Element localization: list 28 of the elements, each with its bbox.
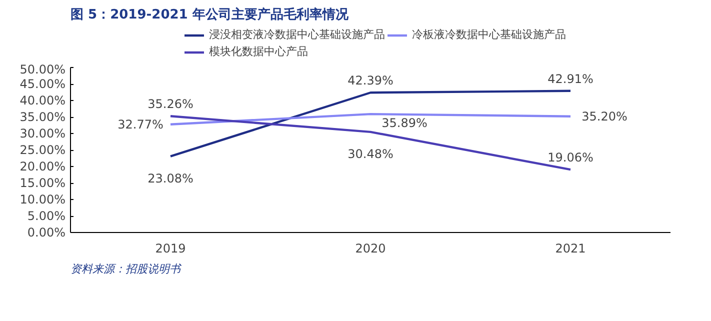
y-tick-label: 20.00% [20,160,66,174]
data-label: 32.77% [118,117,164,132]
data-label: 35.89% [382,116,428,130]
x-tick-label: 2019 [155,242,186,256]
data-label: 42.39% [348,74,394,88]
data-label: 30.48% [348,146,394,161]
chart-title: 图 5：2019-2021 年公司主要产品毛利率情况 [70,6,350,22]
legend-label: 冷板液冷数据中心基础设施产品 [412,27,566,42]
data-label: 35.20% [582,109,628,124]
data-label: 35.26% [148,97,194,112]
data-label: 19.06% [548,150,594,165]
y-tick-label: 50.00% [20,62,66,76]
x-tick-label: 2021 [555,242,586,256]
y-tick-label: 30.00% [20,126,66,140]
legend-label: 模块化数据中心产品 [209,44,308,59]
y-tick-label: 0.00% [27,226,66,240]
y-tick-label: 35.00% [20,110,66,124]
y-tick-label: 45.00% [20,77,66,91]
legend-label: 浸没相变液冷数据中心基础设施产品 [209,27,385,42]
x-tick-label: 2020 [355,242,386,256]
y-tick-label: 5.00% [27,209,66,223]
data-label: 42.91% [548,72,594,86]
y-tick-label: 10.00% [20,192,66,206]
y-tick-label: 25.00% [20,143,66,157]
y-tick-label: 40.00% [20,94,66,108]
text: 资料来源：招股说明书 [70,262,182,276]
y-tick-label: 15.00% [20,176,66,190]
data-label: 23.08% [148,171,194,186]
